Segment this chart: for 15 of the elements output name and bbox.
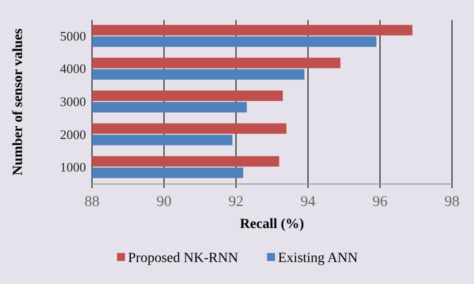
y-tick-label: 2000 [60,126,86,142]
y-axis-title: Number of sensor values [11,28,26,176]
x-axis-title: Recall (%) [240,217,304,232]
y-tick-label: 5000 [60,28,86,44]
legend-label: Proposed NK-RNN [128,251,238,266]
x-tick-label: 98 [444,194,460,210]
y-tick-label: 3000 [60,94,86,109]
y-tick-label: 1000 [60,160,86,175]
legend-label: Existing ANN [278,251,358,266]
x-tick-label: 92 [228,194,244,210]
y-tick-label: 4000 [60,61,86,76]
x-tick-label: 96 [372,194,388,210]
x-tick-label: 94 [300,194,316,210]
x-tick-label: 88 [84,194,100,210]
x-tick-label: 90 [156,194,172,210]
